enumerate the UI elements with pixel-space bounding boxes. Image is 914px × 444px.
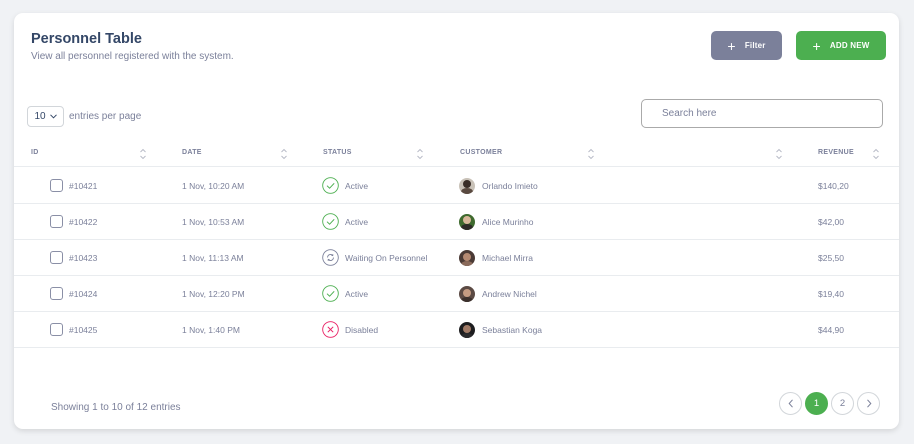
customer-cell: Orlando Imieto [459,168,538,203]
check-circle-icon [322,177,339,194]
id-cell: #10425 [50,312,97,347]
pagination: 1 2 [779,392,880,415]
status-cell: Disabled [322,312,378,347]
customer-name: Sebastian Koga [482,324,543,335]
revenue-cell: $140,20 [818,180,849,191]
row-checkbox[interactable] [50,179,63,192]
date-cell: 1 Nov, 12:20 PM [182,288,245,299]
chevron-down-icon [49,114,57,119]
check-circle-icon [322,213,339,230]
sort-icon[interactable] [416,146,424,162]
date-cell: 1 Nov, 10:20 AM [182,180,245,191]
sort-icon[interactable] [872,146,880,162]
row-id: #10424 [69,288,98,299]
row-id: #10421 [69,180,98,191]
customer-name: Orlando Imieto [482,180,538,191]
search-input[interactable] [641,99,883,128]
column-header-revenue[interactable]: REVENUE [818,149,854,156]
pagination-page-2[interactable]: 2 [831,392,854,415]
customer-name: Alice Murinho [482,216,534,227]
status-label: Active [345,180,369,191]
status-cell: Waiting On Personnel [322,240,427,275]
sort-icon[interactable] [775,146,783,162]
sort-icon[interactable] [139,146,147,162]
status-cell: Active [322,276,368,311]
entries-label: entries per page [69,111,142,122]
entries-select-value: 10 [34,111,46,122]
personnel-table-card: Personnel Table View all personnel regis… [14,13,899,429]
refresh-circle-icon [322,249,339,266]
table-header: ID DATE STATUS CUSTOMER REVENUE [14,145,899,167]
id-cell: #10421 [50,168,97,203]
date-cell: 1 Nov, 1:40 PM [182,324,240,335]
entries-select[interactable]: 10 [27,106,64,127]
row-checkbox[interactable] [50,287,63,300]
table-row: #10422 1 Nov, 10:53 AM Active Alice Muri… [14,204,899,240]
customer-cell: Sebastian Koga [459,312,542,347]
customer-cell: Andrew Nichel [459,276,537,311]
row-checkbox[interactable] [50,251,63,264]
filter-button-label: Filter [744,41,766,50]
add-new-button-label: ADD NEW [829,41,870,50]
id-cell: #10423 [50,240,97,275]
revenue-cell: $44,90 [818,324,844,335]
status-label: Waiting On Personnel [345,252,428,263]
table-row: #10421 1 Nov, 10:20 AM Active Orlando Im… [14,168,899,204]
revenue-cell: $19,40 [818,288,844,299]
table-row: #10425 1 Nov, 1:40 PM Disabled Sebastian… [14,312,899,348]
check-circle-icon [322,285,339,302]
sort-icon[interactable] [587,146,595,162]
chevron-right-icon [866,399,871,408]
page-title: Personnel Table [31,31,142,47]
entries-summary: Showing 1 to 10 of 12 entries [51,402,181,413]
table-row: #10423 1 Nov, 11:13 AM Waiting On Person… [14,240,899,276]
row-id: #10422 [69,216,98,227]
date-cell: 1 Nov, 11:13 AM [182,252,244,263]
row-checkbox[interactable] [50,215,63,228]
plus-icon: + [812,37,821,54]
pagination-page-1[interactable]: 1 [805,392,828,415]
revenue-cell: $42,00 [818,216,844,227]
row-id: #10425 [69,324,98,335]
date-cell: 1 Nov, 10:53 AM [182,216,245,227]
status-label: Active [345,288,369,299]
column-header-status[interactable]: STATUS [323,149,352,156]
chevron-left-icon [788,399,793,408]
filter-button[interactable]: + Filter [711,31,782,60]
page-subtitle: View all personnel registered with the s… [31,51,234,62]
plus-icon: + [727,37,736,54]
pagination-prev-button[interactable] [779,392,802,415]
status-label: Active [345,216,369,227]
avatar [459,213,475,230]
customer-name: Andrew Nichel [482,288,537,299]
status-cell: Active [322,168,368,203]
sort-icon[interactable] [280,146,288,162]
status-cell: Active [322,204,368,239]
row-checkbox[interactable] [50,323,63,336]
column-header-date[interactable]: DATE [182,149,202,156]
avatar [459,249,475,266]
column-header-id[interactable]: ID [31,149,39,156]
pagination-next-button[interactable] [857,392,880,415]
customer-name: Michael Mirra [482,252,534,263]
x-circle-icon [322,321,339,338]
entries-per-page: 10 entries per page [27,106,141,127]
avatar [459,177,475,194]
id-cell: #10422 [50,204,97,239]
row-id: #10423 [69,252,98,263]
avatar [459,285,475,302]
customer-cell: Alice Murinho [459,204,534,239]
revenue-cell: $25,50 [818,252,844,263]
customer-cell: Michael Mirra [459,240,533,275]
table-row: #10424 1 Nov, 12:20 PM Active Andrew Nic… [14,276,899,312]
avatar [459,321,475,338]
id-cell: #10424 [50,276,97,311]
add-new-button[interactable]: + ADD NEW [796,31,886,60]
status-label: Disabled [345,324,379,335]
column-header-customer[interactable]: CUSTOMER [460,149,503,156]
